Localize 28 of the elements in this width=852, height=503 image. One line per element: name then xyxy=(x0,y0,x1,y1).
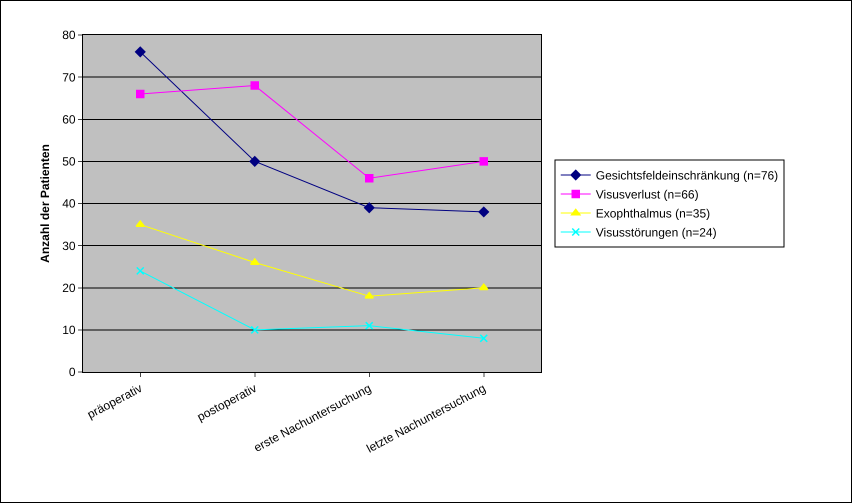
y-tick-label: 60 xyxy=(62,112,76,126)
legend-label: Gesichtsfeldeinschränkung (n=76) xyxy=(596,168,778,183)
y-tick-label: 10 xyxy=(62,323,76,338)
y-tick-label: 40 xyxy=(62,196,76,211)
y-tick-label: 70 xyxy=(62,70,76,84)
point xyxy=(250,326,259,334)
legend-label: Visusverlust (n=66) xyxy=(596,188,699,202)
y-tick-label: 0 xyxy=(68,365,76,380)
point xyxy=(364,292,374,299)
legend-label: Visusstörungen (n=24) xyxy=(596,226,717,240)
y-tick-label: 80 xyxy=(62,28,76,42)
point xyxy=(250,81,259,90)
point xyxy=(249,156,260,167)
point xyxy=(364,202,375,214)
point xyxy=(480,334,488,343)
point xyxy=(365,321,374,330)
point xyxy=(135,220,146,228)
point xyxy=(136,266,144,276)
point xyxy=(136,90,144,98)
point xyxy=(480,157,488,166)
point xyxy=(365,174,374,182)
y-tick-label: 30 xyxy=(62,238,76,253)
y-tick-label: 50 xyxy=(62,154,76,169)
y-tick-label: 20 xyxy=(62,280,76,295)
y-axis-title: Anzahl der Patienten xyxy=(38,144,52,263)
legend-label: Exophthalmus (n=35) xyxy=(596,206,710,221)
point xyxy=(134,46,146,58)
point xyxy=(478,206,490,218)
